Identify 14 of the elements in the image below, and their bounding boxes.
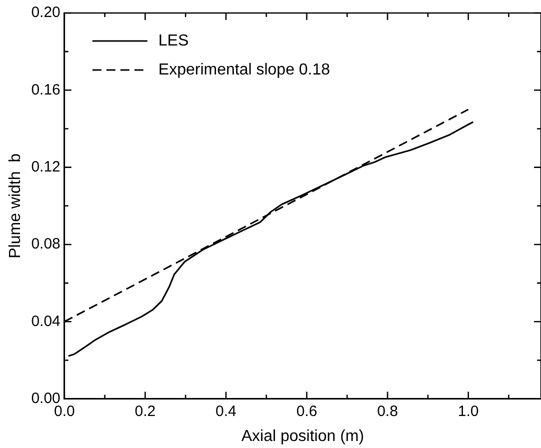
y-tick-label: 0.04	[31, 312, 60, 330]
x-tick-label: 0.6	[296, 402, 318, 420]
y-tick-label: 0.16	[31, 81, 60, 98]
x-tick-label: 0.8	[377, 402, 398, 420]
legend-label: Experimental slope 0.18	[158, 61, 330, 78]
x-axis-title: Axial position (m)	[241, 428, 364, 445]
x-tick-label: 0.4	[216, 402, 236, 420]
x-tick-label: 0.2	[134, 402, 156, 420]
y-axis-title: Plume width b	[7, 153, 24, 258]
y-tick-label: 0.08	[31, 236, 60, 253]
legend-label: LES	[158, 32, 189, 50]
y-tick-label: 0.12	[31, 158, 60, 176]
x-tick-label: 1.0	[458, 402, 479, 420]
y-tick-label: 0.20	[31, 4, 60, 22]
